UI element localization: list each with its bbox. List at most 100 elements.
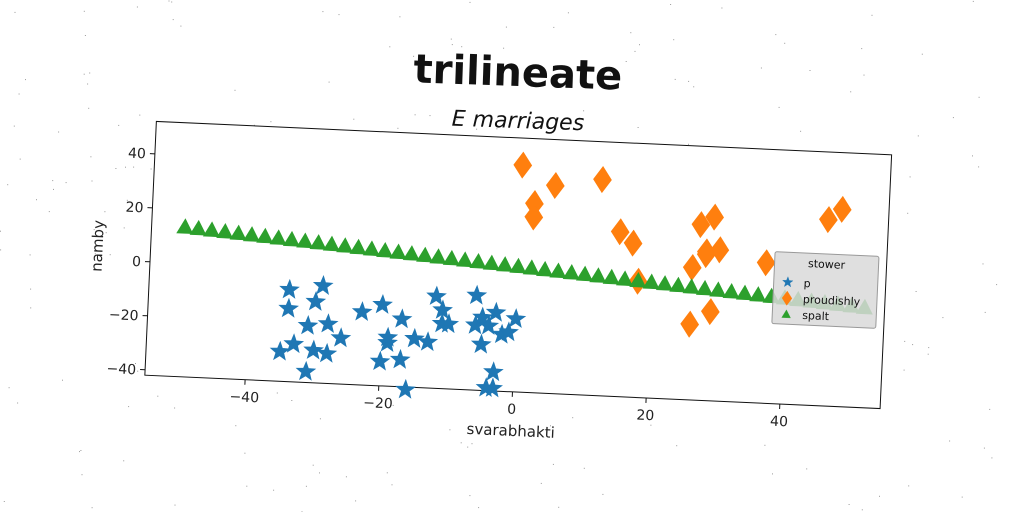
spalt-point: [496, 256, 514, 272]
p-point: [426, 285, 447, 306]
spalt-point: [655, 275, 673, 291]
speckle-dot: [123, 460, 125, 462]
p-point: [330, 327, 352, 348]
speckle-dot: [130, 373, 132, 374]
speckle-dot: [552, 463, 554, 465]
speckle-dot: [133, 166, 135, 168]
proudishly-point: [696, 241, 716, 269]
p-point: [466, 284, 488, 305]
p-point: [391, 308, 413, 329]
speckle-dot: [449, 429, 451, 431]
speckle-dot: [105, 232, 107, 234]
speckle-dot: [13, 125, 15, 127]
speckle-dot: [496, 128, 498, 130]
speckle-dot: [609, 73, 611, 75]
speckle-dot: [137, 370, 139, 372]
y-tick-label: 20: [125, 200, 144, 217]
spalt-point: [176, 218, 194, 234]
spalt-point: [349, 238, 367, 255]
speckle-dot: [952, 117, 954, 119]
spalt-point: [615, 270, 633, 287]
speckle-dot: [467, 446, 469, 448]
spalt-point: [269, 229, 287, 246]
speckle-dot: [168, 0, 170, 2]
proudishly-point: [680, 310, 700, 338]
speckle-dot: [90, 156, 92, 158]
legend-label-proudishly: proudishly: [803, 293, 861, 309]
speckle-dot: [861, 509, 863, 511]
proudishly-point: [691, 211, 711, 239]
speckle-dot: [471, 443, 473, 445]
legend-title: stower: [808, 257, 846, 272]
speckle-dot: [83, 73, 85, 75]
p-point: [283, 333, 305, 354]
speckle-dot: [62, 379, 63, 381]
speckle-dot: [917, 135, 919, 137]
speckle-dot: [0, 230, 1, 232]
speckle-dot: [25, 79, 26, 81]
proudishly-point: [545, 172, 565, 200]
speckle-dot: [456, 119, 458, 121]
speckle-dot: [673, 39, 675, 41]
speckle-dot: [413, 55, 415, 57]
spalt-point: [189, 219, 207, 236]
series-p: [269, 275, 527, 399]
speckle-dot: [94, 253, 96, 255]
speckle-dot: [30, 288, 32, 290]
speckle-dot: [273, 489, 275, 491]
speckle-dot: [912, 344, 914, 346]
y-axis-label: namby: [87, 220, 107, 273]
speckle-dot: [93, 229, 95, 231]
speckle-dot: [171, 1, 173, 3]
speckle-dot: [386, 472, 388, 474]
speckle-dot: [806, 468, 808, 470]
spalt-point: [256, 227, 274, 244]
speckle-dot: [87, 83, 89, 85]
spalt-point: [376, 241, 394, 258]
speckle-dot: [65, 182, 67, 184]
speckle-dot: [949, 440, 951, 442]
axis-ticks: −40 −20 0 20 40 −40 −20 0 20 40: [106, 146, 788, 431]
speckle-dot: [510, 120, 512, 122]
speckle-dot: [276, 392, 278, 394]
speckle-dot: [109, 254, 111, 256]
speckle-dot: [927, 353, 929, 355]
p-point: [505, 308, 527, 329]
speckle-dot: [389, 46, 391, 48]
speckle-dot: [772, 473, 773, 475]
speckle-dot: [850, 91, 852, 93]
speckle-dot: [572, 417, 574, 419]
speckle-dot: [879, 495, 880, 497]
speckle-dot: [319, 418, 321, 420]
y-tick-label: −20: [109, 307, 139, 324]
speckle-dot: [253, 124, 255, 126]
speckle-dot: [650, 424, 652, 426]
speckle-dot: [3, 501, 5, 502]
speckle-dot: [550, 425, 551, 427]
speckle-dot: [30, 307, 32, 309]
speckle-dot: [903, 369, 905, 371]
speckle-dot: [921, 53, 923, 55]
y-tick-label: −40: [106, 361, 136, 378]
proudishly-point: [832, 195, 852, 223]
spalt-point: [549, 262, 567, 279]
speckle-dot: [625, 61, 627, 62]
speckle-dot: [871, 14, 873, 16]
speckle-dot: [312, 464, 314, 466]
speckle-dot: [172, 19, 174, 21]
p-point: [317, 313, 339, 334]
spalt-point: [229, 224, 247, 241]
speckle-dot: [639, 44, 640, 46]
speckle-dot: [328, 81, 330, 83]
speckle-dot: [81, 474, 83, 476]
speckle-dot: [848, 504, 850, 505]
speckle-dot: [53, 188, 54, 190]
speckle-dot: [984, 311, 986, 313]
speckle-dot: [863, 74, 865, 76]
speckle-dot: [861, 48, 863, 50]
p-point: [369, 350, 391, 371]
p-point: [303, 339, 324, 360]
spalt-point: [362, 240, 380, 257]
spalt-point: [509, 257, 527, 274]
legend-box: [771, 251, 880, 329]
